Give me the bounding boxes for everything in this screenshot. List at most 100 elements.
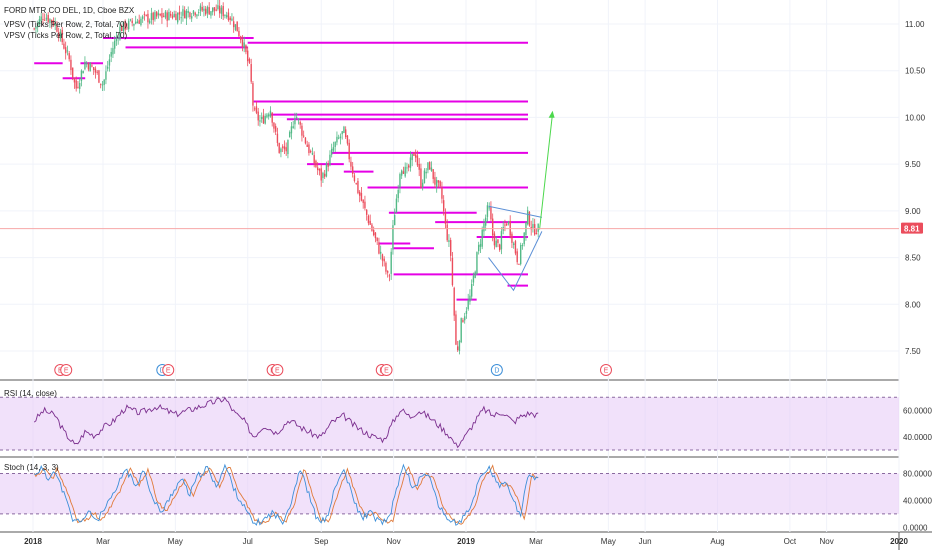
candle-body <box>292 126 294 128</box>
candle-body <box>315 160 317 167</box>
candle-body <box>444 213 447 224</box>
candle-body <box>288 132 291 138</box>
candle-body <box>180 17 182 19</box>
candle-body <box>203 8 205 11</box>
candle-body <box>441 187 443 199</box>
candle-body <box>374 232 377 239</box>
price-tick-label: 11.00 <box>905 20 925 29</box>
candle-body <box>127 20 130 30</box>
candle-body <box>413 152 415 156</box>
candle-body <box>379 251 382 254</box>
candle-body <box>476 252 478 274</box>
candle-body <box>208 7 210 15</box>
candle-body <box>318 168 321 171</box>
candle-body <box>220 7 223 14</box>
candle-body <box>533 224 536 235</box>
candle-body <box>432 169 434 179</box>
candle-body <box>386 271 389 273</box>
candle-body <box>469 295 471 302</box>
candle-body <box>339 136 342 139</box>
candle-body <box>42 18 44 20</box>
rsi-band <box>0 397 899 451</box>
stoch-tick-label: 40.0000 <box>903 496 932 505</box>
vpsv-legend-2: VPSV (Ticks Per Row, 2, Total, 70) <box>4 31 127 40</box>
candle-body <box>105 71 107 80</box>
event-marker-label: E <box>275 368 280 375</box>
candle-body <box>45 17 48 20</box>
candle-body <box>171 15 174 18</box>
candle-body <box>241 39 244 47</box>
candle-body <box>98 70 100 83</box>
candle-body <box>234 24 237 30</box>
candle-body <box>248 58 251 63</box>
candle-body <box>383 258 385 262</box>
candle-body <box>434 177 436 185</box>
candle-body <box>495 240 497 248</box>
triangle-lower-line <box>488 231 543 292</box>
candle-body <box>162 15 165 17</box>
candle-body <box>353 175 356 181</box>
candle-body <box>484 217 487 226</box>
candle-body <box>231 18 233 21</box>
candle-body <box>35 26 37 29</box>
candle-body <box>439 181 441 187</box>
dividend-marker <box>490 364 503 376</box>
candle-body <box>371 224 373 231</box>
candle-body <box>84 61 86 70</box>
candle-body <box>463 316 466 321</box>
candle-body <box>297 119 300 121</box>
price-tick-label: 8.50 <box>905 254 921 263</box>
candle-body <box>134 21 137 24</box>
candle-body <box>187 10 189 13</box>
candle-body <box>344 129 347 138</box>
candle-body <box>75 80 77 89</box>
candle-body <box>267 114 270 117</box>
candle-body <box>89 63 91 72</box>
candle-body <box>343 126 345 134</box>
candle-body <box>182 9 184 16</box>
candle-body <box>334 141 336 147</box>
candle-body <box>96 71 98 73</box>
candle-body <box>106 66 109 69</box>
candle-body <box>483 223 485 232</box>
candle-body <box>420 168 422 188</box>
earnings-marker <box>599 364 612 376</box>
candle-body <box>416 155 419 166</box>
candle-body <box>236 21 238 32</box>
candle-body <box>178 11 181 15</box>
candle-body <box>467 300 469 310</box>
main-legend: FORD MTR CO DEL, 1D, Cboe BZX VPSV (Tick… <box>4 6 135 40</box>
candle-body <box>204 8 207 15</box>
candle-body <box>451 257 454 286</box>
candle-body <box>311 152 314 155</box>
candle-body <box>225 15 228 18</box>
candle-body <box>108 59 111 66</box>
candle-body <box>364 201 366 209</box>
candle-body <box>308 144 310 154</box>
candle-body <box>448 240 450 242</box>
candle-body <box>367 215 370 224</box>
price-pane <box>0 0 899 378</box>
candle-body <box>218 5 221 14</box>
candle-body <box>294 118 296 125</box>
candle-body <box>453 287 455 316</box>
candle-body <box>537 223 539 232</box>
candle-body <box>264 115 266 124</box>
candle-body <box>176 12 179 23</box>
candle-body <box>175 13 177 21</box>
candle-body <box>470 283 473 297</box>
candle-body <box>82 71 84 74</box>
candle-body <box>309 150 312 153</box>
projection-arrow-head <box>548 110 555 118</box>
rsi-tick-label: 40.0000 <box>903 433 932 442</box>
candle-body <box>122 21 125 31</box>
candle-body <box>302 135 305 137</box>
candle-body <box>392 225 394 250</box>
candle-body <box>213 7 216 11</box>
time-tick-label: May <box>601 537 616 546</box>
candle-body <box>428 161 431 170</box>
price-axis: 11.00 10.50 10.00 9.50 9.00 8.50 8.00 7.50 60.00… <box>903 20 932 532</box>
candle-body <box>491 218 494 236</box>
candle-body <box>115 37 118 42</box>
